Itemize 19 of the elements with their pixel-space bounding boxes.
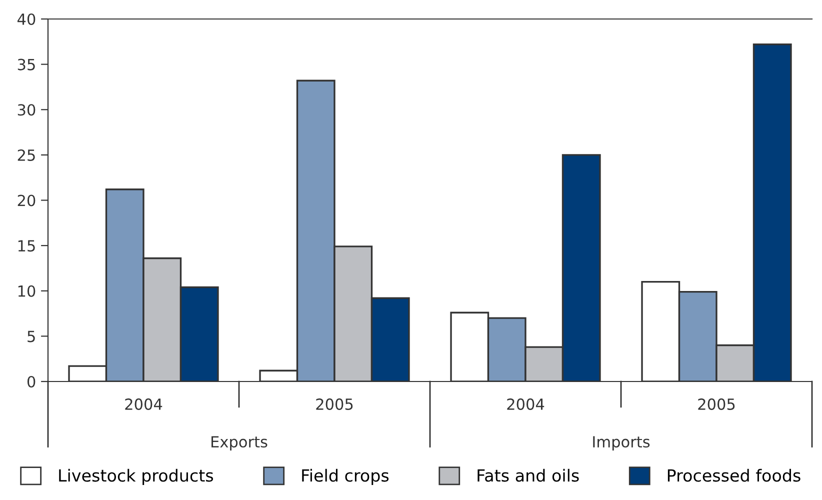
y-tick-label: 20 xyxy=(18,194,36,206)
y-tick-label: 35 xyxy=(18,58,35,70)
y-tick-label: 25 xyxy=(18,149,35,161)
x-tick-label: 2004 xyxy=(507,398,544,410)
x-tick-label: 2004 xyxy=(125,398,162,410)
text: Imports xyxy=(593,436,650,451)
y-tick-label: 5 xyxy=(28,330,35,342)
y-tick-label: 0 xyxy=(27,376,36,388)
y-tick-label: 10 xyxy=(18,285,36,297)
x-tick-label: 2005 xyxy=(316,398,353,410)
x-tick-label: 2005 xyxy=(698,398,735,410)
y-tick-label: 15 xyxy=(18,240,35,252)
legend-label: Field crops xyxy=(302,468,389,485)
text: Exports xyxy=(212,436,268,451)
legend-label: Fats and oils xyxy=(478,468,579,482)
y-tick-label: 30 xyxy=(18,104,36,116)
y-tick-label: 40 xyxy=(18,13,36,26)
legend-label: Livestock products xyxy=(59,468,214,485)
legend-label: Processed foods xyxy=(668,468,800,482)
